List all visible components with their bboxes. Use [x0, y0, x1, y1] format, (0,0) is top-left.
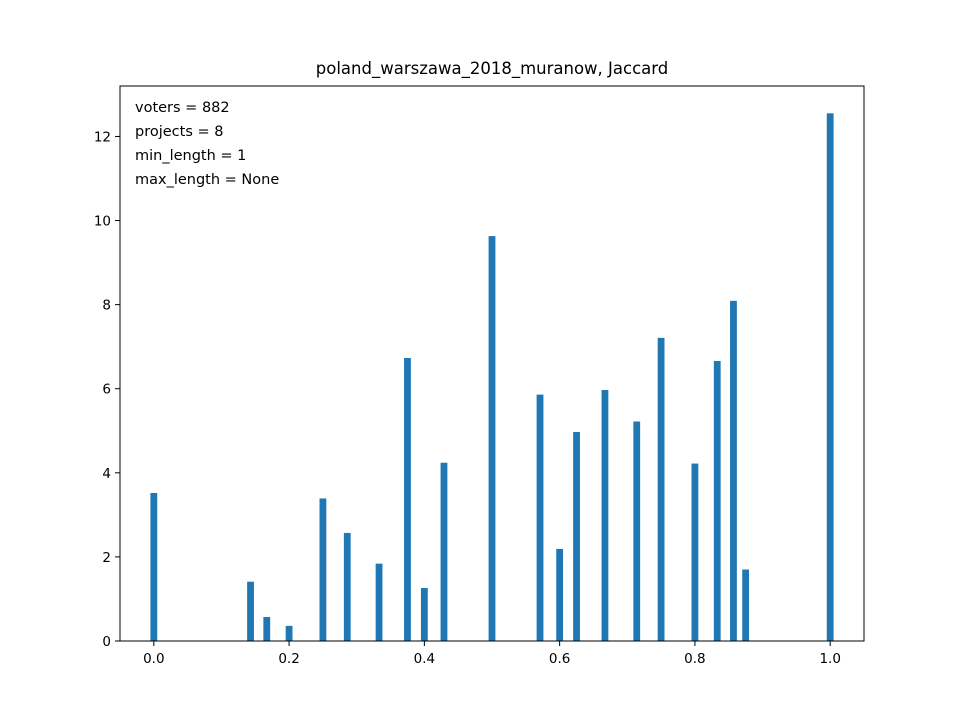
x-tick-label: 0.2	[278, 651, 299, 667]
bar	[150, 493, 158, 641]
bar	[285, 625, 293, 641]
bar	[488, 236, 496, 641]
bar	[826, 113, 834, 641]
bar	[420, 588, 428, 641]
bar	[536, 394, 544, 641]
bar	[375, 563, 383, 641]
bar	[319, 498, 327, 641]
y-tick-label: 10	[94, 214, 111, 230]
y-tick-label: 0	[102, 634, 111, 650]
bar	[343, 532, 351, 641]
y-tick-label: 12	[94, 129, 111, 145]
stats-annotation-line: projects = 8	[135, 124, 223, 140]
bar	[263, 617, 271, 641]
y-axis: 0 2 4 6 8 10 12	[94, 129, 120, 650]
x-tick-label: 0.6	[549, 651, 570, 667]
stats-annotation: voters = 882 projects = 8 min_length = 1 ma…	[135, 100, 279, 188]
bars-group	[150, 113, 834, 641]
y-tick-label: 6	[102, 382, 111, 398]
y-tick-label: 8	[102, 298, 111, 314]
stats-annotation-line: min_length = 1	[135, 148, 246, 164]
bar	[713, 360, 721, 641]
x-tick-label: 0.0	[143, 651, 164, 667]
bar	[601, 389, 609, 641]
bar	[730, 300, 737, 641]
y-tick-label: 4	[102, 466, 111, 482]
bar	[556, 548, 564, 641]
x-tick-label: 0.8	[684, 651, 705, 667]
x-tick-label: 0.4	[414, 651, 435, 667]
x-tick-label: 1.0	[819, 651, 840, 667]
bar	[742, 569, 750, 641]
bar	[247, 581, 254, 641]
bar	[633, 421, 641, 641]
chart-title: poland_warszawa_2018_muranow, Jaccard	[316, 59, 668, 79]
y-tick-label: 2	[102, 550, 111, 566]
stats-annotation-line: voters = 882	[135, 100, 230, 116]
plot-frame	[119, 85, 865, 642]
bar	[404, 358, 411, 641]
bar	[573, 432, 580, 641]
bar	[657, 337, 665, 641]
bar	[440, 462, 448, 641]
stats-annotation-line: max_length = None	[135, 172, 279, 188]
x-axis: 0.0 0.2 0.4 0.6 0.8 1.0	[143, 641, 841, 667]
bar	[691, 463, 699, 641]
